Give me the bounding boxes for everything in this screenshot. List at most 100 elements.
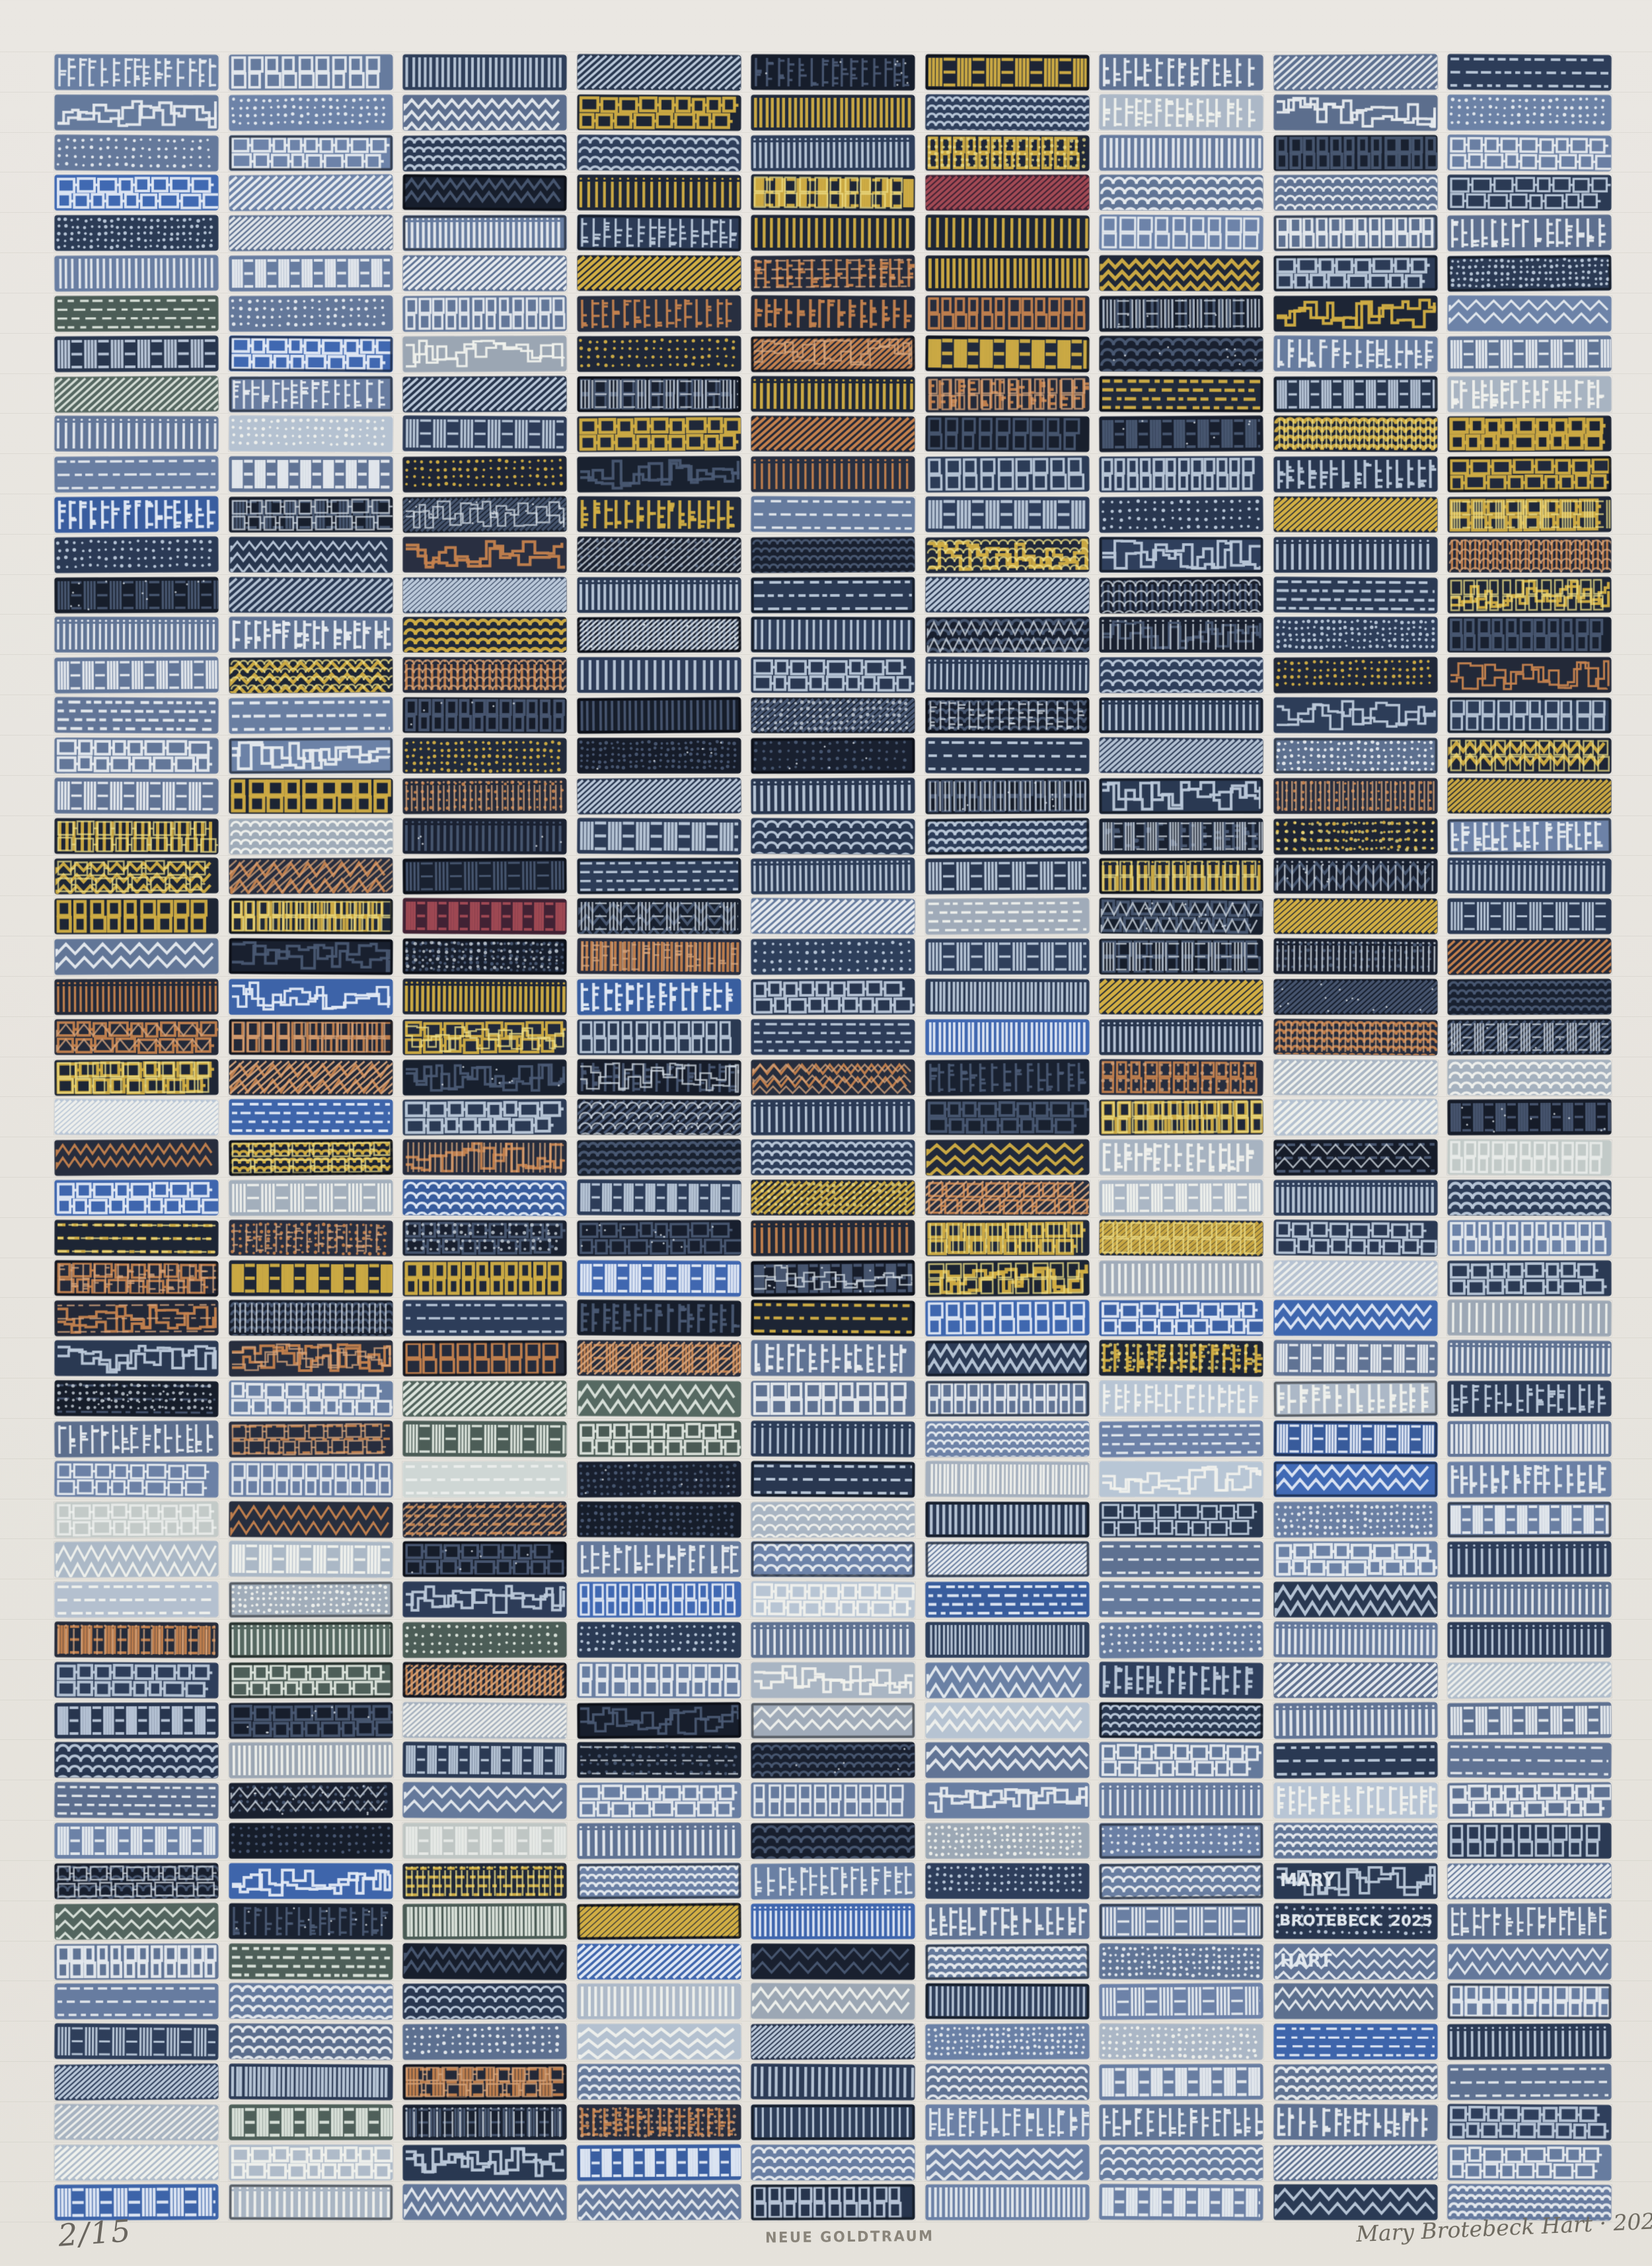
art-tile xyxy=(228,656,393,695)
art-tile xyxy=(228,737,393,774)
art-tile xyxy=(1273,254,1438,292)
art-tile xyxy=(1446,2023,1612,2060)
art-tile xyxy=(402,1701,568,1739)
art-tile xyxy=(750,1259,916,1297)
art-tile xyxy=(1098,657,1264,694)
art-tile xyxy=(1273,817,1438,855)
art-tile xyxy=(228,1701,393,1739)
art-tile xyxy=(54,2063,219,2101)
art-tile xyxy=(402,938,568,975)
art-tile xyxy=(1273,54,1438,91)
art-tile xyxy=(228,496,393,533)
art-tile xyxy=(402,1581,568,1618)
art-tile xyxy=(228,54,393,91)
art-tile xyxy=(1273,496,1438,533)
art-tile xyxy=(750,1983,916,2021)
art-tile xyxy=(1098,174,1264,211)
art-tile xyxy=(750,617,916,654)
art-tile xyxy=(576,898,741,935)
art-tile xyxy=(924,656,1090,695)
art-tile xyxy=(402,496,568,533)
art-tile xyxy=(576,2023,741,2060)
art-tile xyxy=(1273,295,1438,332)
art-tile xyxy=(750,576,916,614)
art-tile xyxy=(750,254,916,292)
art-tile xyxy=(1273,1501,1438,1538)
art-tile xyxy=(402,215,568,252)
art-tile xyxy=(54,978,219,1016)
art-tile xyxy=(576,214,741,252)
art-tile xyxy=(576,375,741,412)
art-tile xyxy=(402,1741,568,1780)
art-tile xyxy=(1446,1098,1612,1136)
art-tile xyxy=(402,1823,568,1860)
art-tile xyxy=(402,2103,568,2141)
art-tile xyxy=(54,2103,219,2141)
art-tile xyxy=(54,1098,219,1136)
art-tile xyxy=(402,617,568,654)
art-tile xyxy=(750,174,916,212)
art-tile xyxy=(402,375,568,413)
art-tile xyxy=(402,1380,568,1417)
art-tile xyxy=(1446,455,1612,493)
art-tile xyxy=(228,777,393,814)
art-tile xyxy=(924,415,1090,453)
art-tile xyxy=(1273,536,1438,573)
art-tile xyxy=(228,1018,393,1055)
art-tile xyxy=(750,1179,916,1217)
art-tile xyxy=(1098,1782,1264,1819)
art-tile xyxy=(1446,1219,1612,1256)
art-tile xyxy=(1098,858,1264,895)
art-tile xyxy=(228,2144,393,2181)
art-tile xyxy=(576,616,741,654)
art-tile xyxy=(1446,938,1612,975)
art-tile xyxy=(1273,1661,1438,1698)
art-tile xyxy=(1273,455,1438,493)
art-tile xyxy=(54,1902,219,1940)
art-tile xyxy=(54,2023,219,2061)
art-tile xyxy=(576,133,741,172)
art-tile xyxy=(750,1380,916,1417)
art-tile xyxy=(54,94,219,132)
art-tile xyxy=(750,1299,916,1338)
art-tile xyxy=(1098,617,1264,654)
art-tile xyxy=(576,295,741,332)
art-tile xyxy=(54,1500,219,1538)
art-tile xyxy=(54,496,219,533)
art-tile xyxy=(750,657,916,694)
art-tile xyxy=(1273,1822,1438,1860)
art-tile xyxy=(924,978,1090,1016)
art-tile xyxy=(402,777,568,815)
art-tile xyxy=(402,897,568,935)
art-tile xyxy=(1098,1581,1264,1618)
art-tile xyxy=(576,1742,741,1779)
art-tile xyxy=(228,817,393,855)
art-tile xyxy=(924,817,1090,855)
art-tile xyxy=(54,1823,219,1860)
art-tile xyxy=(402,2063,568,2101)
art-tile xyxy=(402,1139,568,1176)
art-tile xyxy=(576,657,741,694)
art-tile xyxy=(576,496,741,533)
art-tile xyxy=(1446,657,1612,694)
art-tile xyxy=(54,1219,219,1257)
art-tile xyxy=(402,1098,568,1136)
art-tile xyxy=(576,737,741,774)
art-tile xyxy=(750,1903,916,1940)
art-tile xyxy=(402,1862,568,1900)
art-tile xyxy=(924,2063,1090,2101)
art-tile xyxy=(1098,1300,1264,1337)
art-tile xyxy=(228,938,393,975)
art-tile xyxy=(924,334,1090,373)
art-tile xyxy=(228,1420,393,1458)
art-tile xyxy=(1273,1782,1438,1819)
art-tile xyxy=(1273,576,1438,614)
art-tile xyxy=(1273,1098,1438,1137)
art-tile xyxy=(1446,817,1612,855)
art-tile xyxy=(228,134,393,171)
art-tile xyxy=(1273,1420,1438,1458)
art-tile xyxy=(1446,536,1612,574)
art-tile xyxy=(402,1500,568,1538)
art-tile xyxy=(1446,1299,1612,1338)
